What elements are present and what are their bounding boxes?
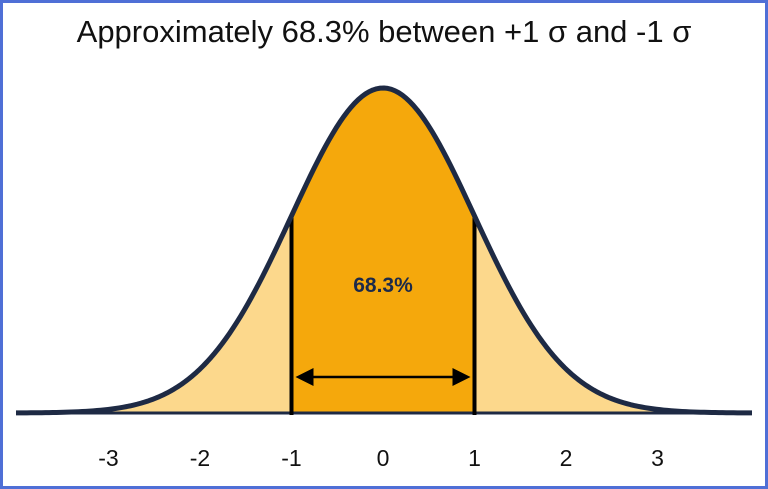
center-shaded-area bbox=[291, 88, 475, 413]
bound-lines bbox=[16, 215, 752, 415]
x-tick-label: -3 bbox=[98, 445, 118, 471]
x-tick-label: -2 bbox=[190, 445, 210, 471]
arrow-head-left bbox=[295, 368, 314, 386]
arrow-head-right bbox=[452, 368, 471, 386]
x-tick-label: 1 bbox=[468, 445, 481, 471]
tick-labels: -3 -2 -1 0 1 2 3 bbox=[98, 445, 664, 471]
shaded-region-label: 68.3% bbox=[353, 274, 413, 297]
left-tail-area bbox=[16, 215, 292, 413]
area-group bbox=[16, 88, 752, 413]
range-arrow bbox=[295, 368, 471, 386]
x-tick-label: -1 bbox=[281, 445, 301, 471]
chart-title: Approximately 68.3% between +1 σ and -1 … bbox=[76, 14, 692, 49]
x-tick-label: 2 bbox=[560, 445, 573, 471]
curve-group bbox=[15, 85, 753, 416]
x-tick-label: 0 bbox=[377, 445, 390, 471]
right-tail-area bbox=[474, 215, 752, 413]
density-curve bbox=[15, 85, 753, 416]
x-tick-label: 3 bbox=[651, 445, 664, 471]
